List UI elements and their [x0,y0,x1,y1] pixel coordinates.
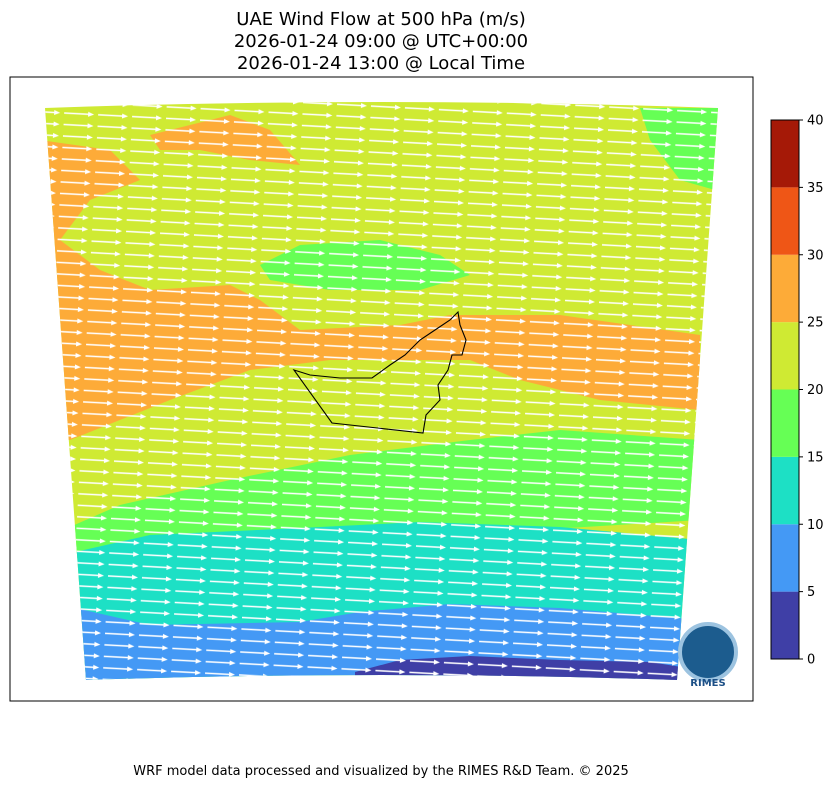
colorbar-tick-label: 10 [807,518,824,533]
wind-arrows [45,102,718,680]
colorbar-tick-label: 30 [807,248,824,263]
colorbar-segment [771,187,799,255]
colorbar-segment [771,591,799,659]
colorbar-segment [771,120,799,188]
colorbar-tick-label: 5 [807,585,815,600]
colorbar-segment [771,389,799,457]
colorbar-segment [771,254,799,323]
logo: RIMES [678,622,738,689]
uae-outline [292,310,467,434]
footer: WRF model data processed and visualized … [133,764,629,779]
colorbar-tick-label: 15 [807,450,824,465]
colorbar-tick-label: 0 [807,653,815,668]
colorbar-tick-label: 35 [807,181,824,196]
colorbar-segment [771,456,799,525]
map-frame [9,76,754,702]
logo-text: RIMES [690,678,725,689]
colorbar-tick-label: 25 [807,316,824,331]
colorbar-segment [771,322,799,390]
colorbar-tick-label: 40 [807,114,824,129]
colorbar-tick-label: 20 [807,383,824,398]
title-line: 2026-01-24 13:00 @ Local Time [237,53,525,74]
title-line: 2026-01-24 09:00 @ UTC+00:00 [234,31,528,52]
title-line: UAE Wind Flow at 500 hPa (m/s) [236,9,525,30]
logo-emblem [678,622,738,682]
colorbar-segment [771,524,799,592]
